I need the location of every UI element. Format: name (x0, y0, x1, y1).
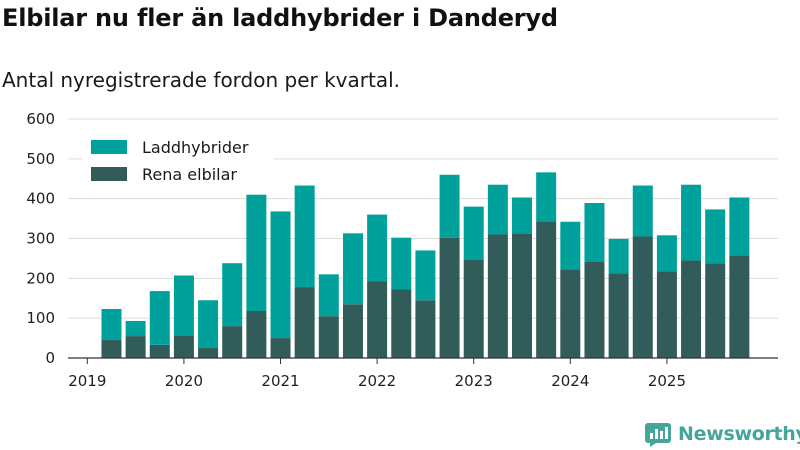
x-tick-label-2024: 2024 (551, 372, 589, 390)
bar-rena-elbilar-2023-Q4 (536, 221, 557, 358)
legend-label-rena-elbilar: Rena elbilar (142, 165, 237, 184)
y-tick-label-300: 300 (26, 230, 55, 248)
bar-laddhybrider-2020-Q2 (198, 300, 219, 349)
bar-rena-elbilar-2021-Q4 (342, 304, 363, 358)
bar-laddhybrider-2024-Q3 (608, 238, 629, 274)
x-tick-label-2025: 2025 (648, 372, 686, 390)
bar-rena-elbilar-2022-Q1 (367, 281, 388, 358)
bar-laddhybrider-2022-Q2 (391, 237, 412, 290)
bar-rena-elbilar-2019-Q4 (149, 344, 170, 358)
bar-rena-elbilar-2019-Q2 (101, 340, 122, 358)
bar-rena-elbilar-2023-Q1 (463, 259, 484, 358)
bar-laddhybrider-2020-Q3 (222, 263, 243, 327)
bar-laddhybrider-2025-Q1 (656, 235, 677, 272)
x-axis: 2019 2020 2021 2022 2023 2024 2025 (68, 357, 778, 390)
bar-rena-elbilar-2024-Q3 (608, 273, 629, 358)
y-tick-label-100: 100 (26, 309, 55, 327)
bar-rena-elbilar-2023-Q2 (487, 234, 508, 358)
y-axis-ticks: 0 100 200 300 400 500 600 (26, 110, 55, 367)
bar-rena-elbilar-2020-Q1 (173, 335, 194, 358)
bar-laddhybrider-2023-Q1 (463, 206, 484, 260)
newsworthy-brand: Newsworthy (644, 420, 800, 448)
bar-rena-elbilar-2022-Q4 (439, 237, 460, 358)
bar-rena-elbilar-2021-Q1 (270, 338, 291, 358)
bar-rena-elbilar-2019-Q3 (125, 336, 146, 358)
bar-rena-elbilar-2024-Q4 (632, 236, 653, 358)
bar-laddhybrider-2019-Q3 (125, 320, 146, 337)
bar-rena-elbilar-2025-Q2 (681, 260, 702, 358)
legend: Laddhybrider Rena elbilar (83, 132, 273, 188)
bar-laddhybrider-2020-Q4 (246, 194, 267, 311)
bars (101, 172, 750, 358)
bar-laddhybrider-2025-Q4 (729, 197, 750, 256)
y-tick-label-600: 600 (26, 110, 55, 128)
bar-laddhybrider-2021-Q2 (294, 185, 315, 288)
bar-rena-elbilar-2025-Q4 (729, 255, 750, 358)
legend-label-laddhybrider: Laddhybrider (142, 138, 249, 157)
bar-laddhybrider-2019-Q2 (101, 309, 122, 341)
x-tick-label-2020: 2020 (165, 372, 203, 390)
bar-laddhybrider-2024-Q1 (560, 221, 581, 270)
bar-rena-elbilar-2024-Q1 (560, 269, 581, 358)
bar-rena-elbilar-2022-Q2 (391, 289, 412, 358)
bar-laddhybrider-2023-Q3 (512, 197, 533, 234)
x-tick-label-2019: 2019 (68, 372, 106, 390)
bar-rena-elbilar-2020-Q3 (222, 326, 243, 358)
newsworthy-logo-icon (645, 423, 671, 447)
y-tick-label-0: 0 (45, 349, 55, 367)
bar-laddhybrider-2023-Q4 (536, 172, 557, 222)
bar-laddhybrider-2021-Q4 (342, 233, 363, 305)
bar-laddhybrider-2022-Q3 (415, 250, 436, 301)
bar-rena-elbilar-2025-Q3 (705, 263, 726, 358)
bar-laddhybrider-2021-Q1 (270, 211, 291, 339)
y-tick-label-200: 200 (26, 269, 55, 287)
bar-laddhybrider-2025-Q2 (681, 184, 702, 261)
brand-name: Newsworthy (678, 423, 800, 445)
bar-laddhybrider-2025-Q3 (705, 209, 726, 264)
x-tick-label-2021: 2021 (261, 372, 299, 390)
bar-rena-elbilar-2021-Q3 (318, 316, 339, 358)
legend-swatch-laddhybrider (91, 140, 127, 154)
x-tick-label-2022: 2022 (358, 372, 396, 390)
chart-subtitle: Antal nyregistrerade fordon per kvartal. (2, 68, 401, 92)
bar-laddhybrider-2022-Q4 (439, 174, 460, 238)
bar-rena-elbilar-2025-Q1 (656, 271, 677, 358)
bar-laddhybrider-2022-Q1 (367, 214, 388, 282)
bar-laddhybrider-2024-Q2 (584, 203, 605, 262)
y-tick-label-500: 500 (26, 150, 55, 168)
bar-rena-elbilar-2024-Q2 (584, 261, 605, 358)
bar-rena-elbilar-2020-Q4 (246, 310, 267, 358)
bar-laddhybrider-2021-Q3 (318, 274, 339, 317)
bar-rena-elbilar-2021-Q2 (294, 287, 315, 358)
chart-title: Elbilar nu fler än laddhybrider i Dander… (2, 4, 558, 32)
bar-laddhybrider-2024-Q4 (632, 185, 653, 237)
bar-rena-elbilar-2023-Q3 (512, 233, 533, 358)
bar-laddhybrider-2023-Q2 (487, 184, 508, 235)
bar-laddhybrider-2019-Q4 (149, 291, 170, 345)
bar-rena-elbilar-2022-Q3 (415, 300, 436, 358)
y-tick-label-400: 400 (26, 190, 55, 208)
bar-laddhybrider-2020-Q1 (173, 275, 194, 336)
x-tick-label-2023: 2023 (455, 372, 493, 390)
legend-swatch-rena-elbilar (91, 167, 127, 181)
bar-rena-elbilar-2020-Q2 (198, 348, 219, 358)
